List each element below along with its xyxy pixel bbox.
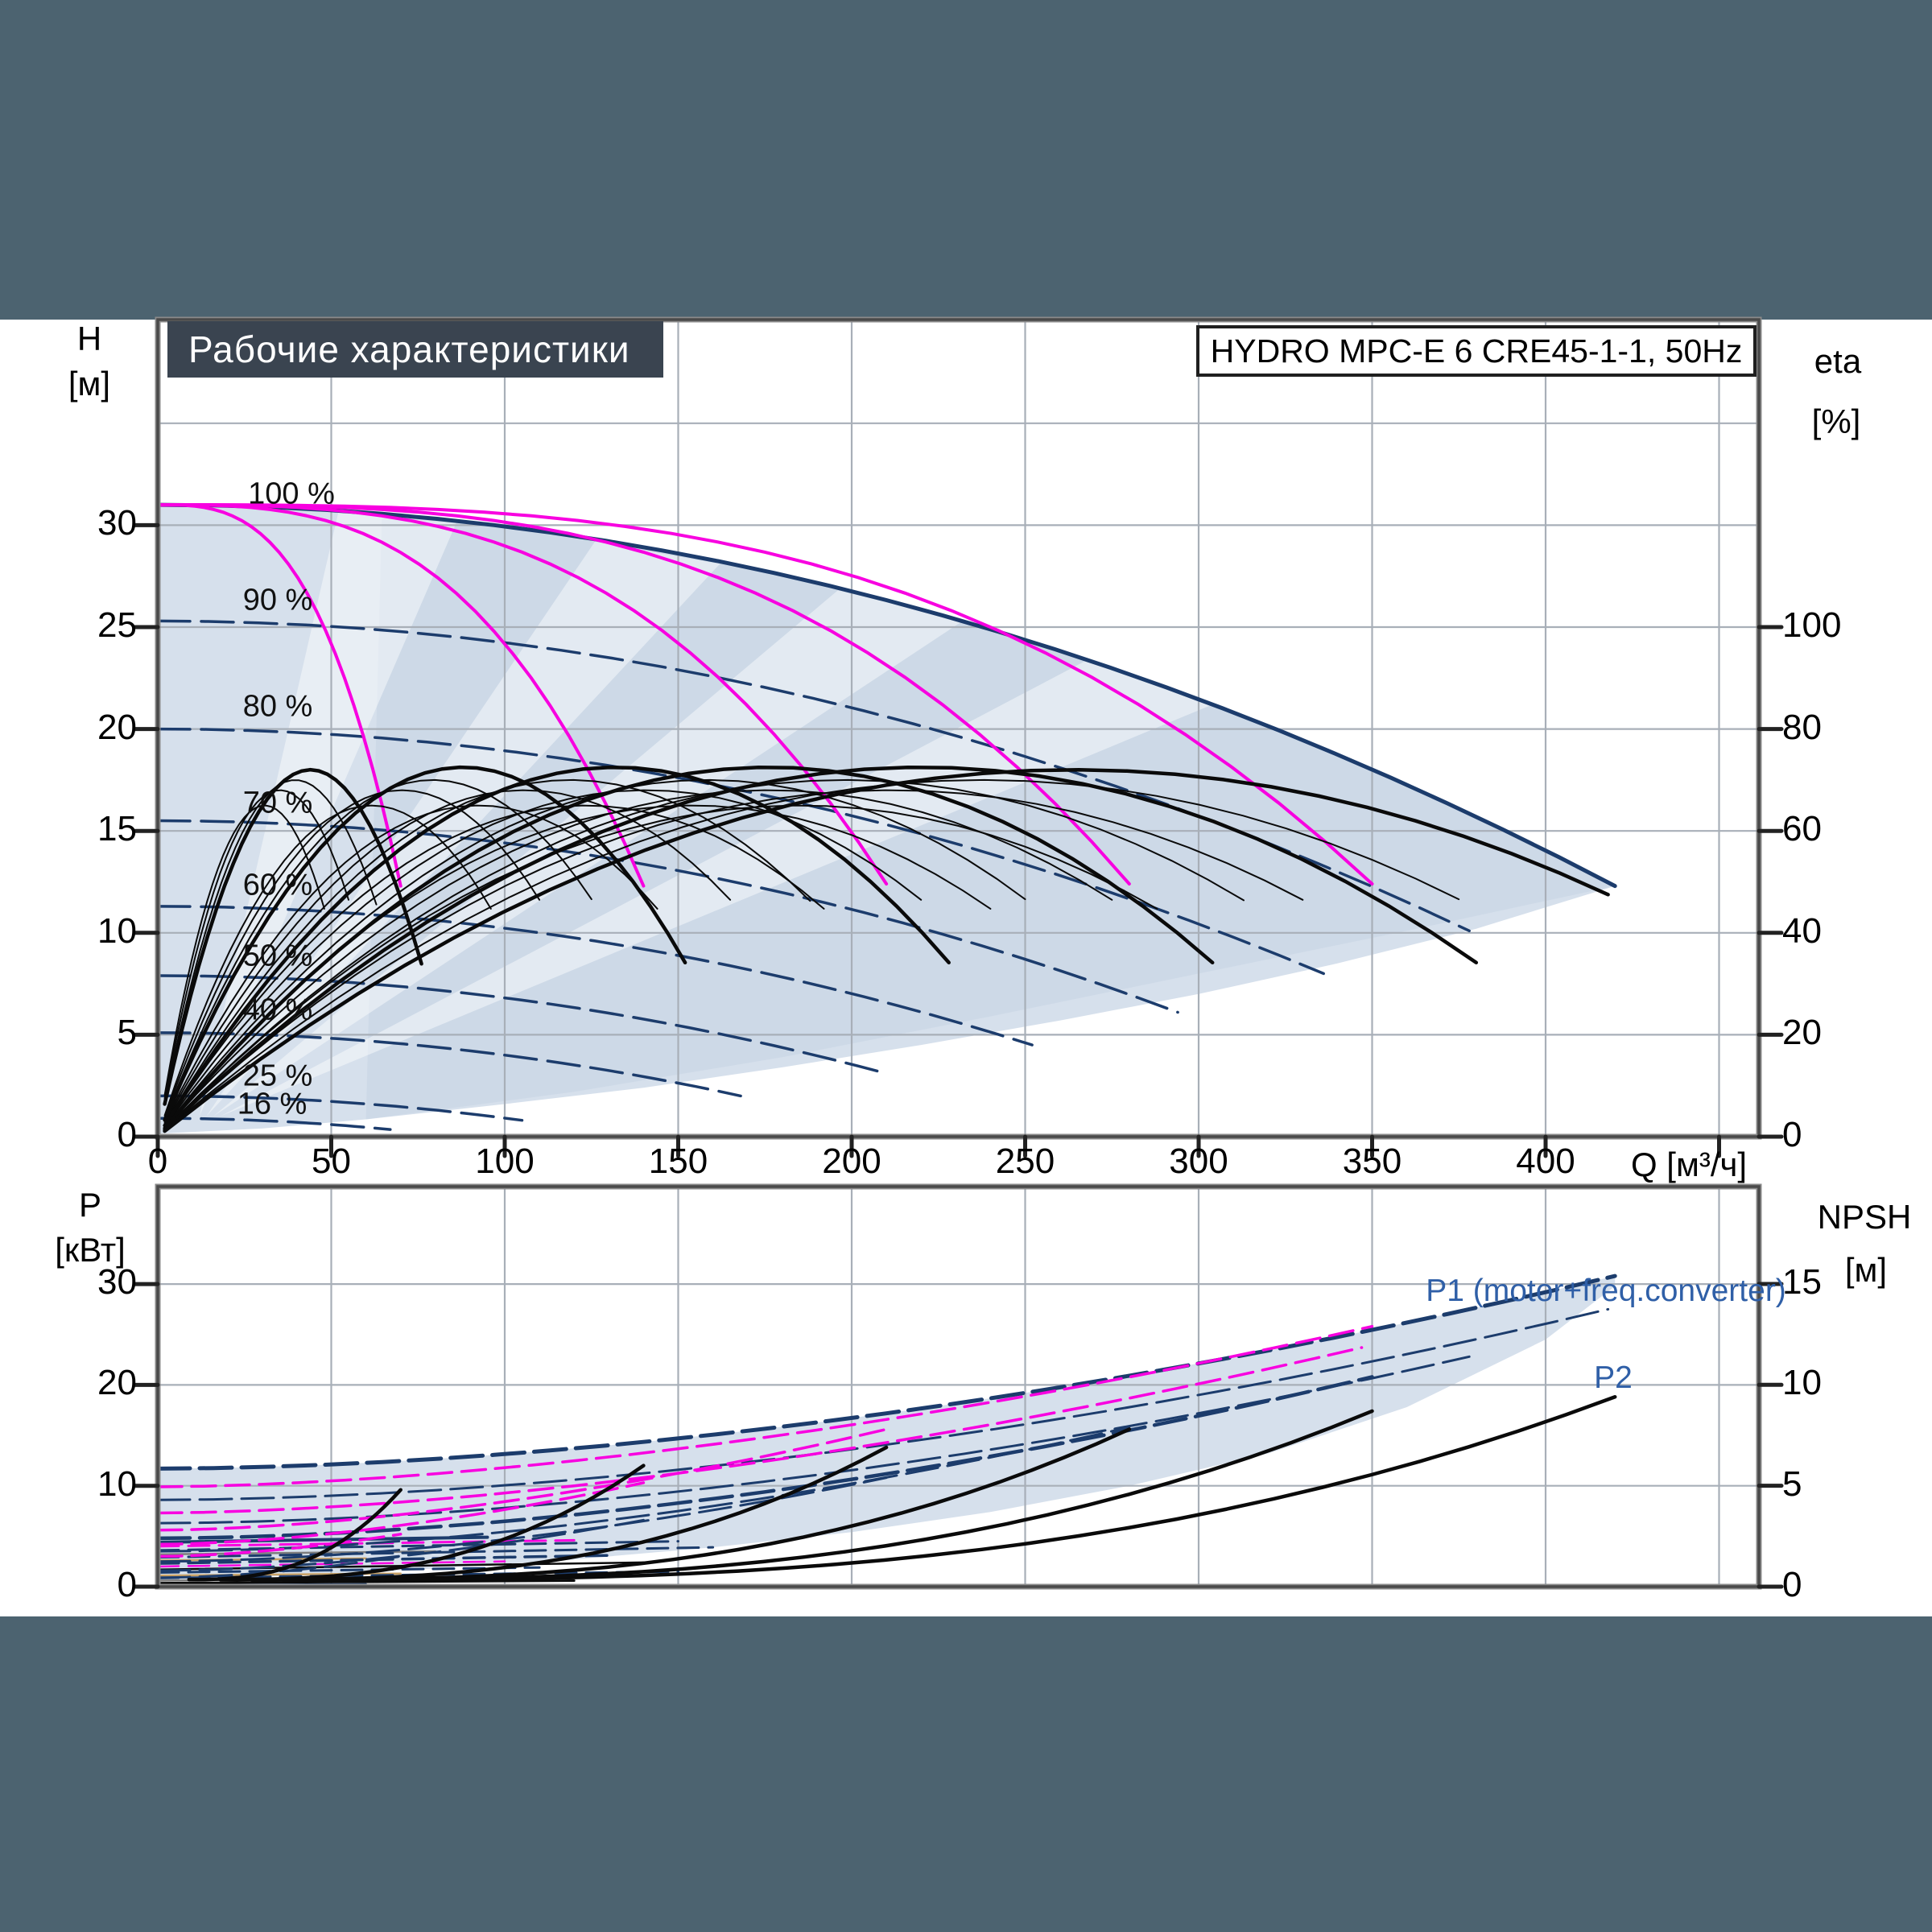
axis-tick-label: 10 — [97, 1463, 137, 1504]
p1-curve-label: P1 (motor+freq.converter) — [1426, 1274, 1786, 1308]
axis-tick-label: 0 — [117, 1115, 137, 1154]
axis-tick-label: 0 — [147, 1141, 168, 1181]
axis-tick-label: 25 — [97, 605, 137, 645]
h-axis-unit: [м] — [68, 365, 111, 402]
axis-tick-label: 20 — [97, 707, 137, 747]
axis-tick-label: 100 — [475, 1141, 535, 1181]
h-axis-label: H — [76, 320, 102, 357]
axis-tick-label: 15 — [1782, 1261, 1822, 1302]
axis-tick-label: 0 — [1782, 1565, 1802, 1604]
q-axis-label: Q [м³/ч] — [1630, 1146, 1748, 1183]
axis-tick-label: 30 — [97, 1262, 137, 1302]
p2-curve-label: P2 — [1594, 1360, 1633, 1395]
eta-axis-unit: [%] — [1811, 402, 1861, 440]
axis-tick-label: 80 — [1782, 707, 1822, 747]
speed-percent-label: 60 % — [242, 868, 313, 902]
axis-tick-label: 15 — [97, 809, 137, 849]
pump-model-title: HYDRO MPC-E 6 CRE45-1-1, 50Hz — [1196, 325, 1757, 377]
speed-percent-label: 50 % — [242, 939, 313, 973]
axis-tick-label: 200 — [822, 1141, 881, 1181]
axis-tick-label: 0 — [1782, 1115, 1802, 1154]
axis-tick-label: 150 — [648, 1141, 708, 1181]
axis-tick-label: 0 — [117, 1565, 137, 1604]
axis-tick-label: 100 — [1782, 605, 1842, 645]
axis-tick-label: 60 — [1782, 809, 1822, 849]
axis-tick-label: 50 — [312, 1141, 351, 1181]
eta-axis-label: eta — [1814, 342, 1862, 380]
axis-tick-label: 300 — [1169, 1141, 1228, 1181]
axis-tick-label: 30 — [97, 503, 137, 543]
page-title: Рабочие характеристики — [167, 321, 663, 378]
axis-tick-label: 10 — [1782, 1363, 1822, 1403]
axis-tick-label: 5 — [117, 1013, 137, 1053]
npsh-axis-label: NPSH — [1817, 1198, 1912, 1236]
speed-percent-label: 80 % — [242, 689, 313, 724]
p-axis-label: P — [78, 1186, 102, 1224]
speed-percent-label: 25 % — [242, 1059, 313, 1093]
speed-percent-label: 70 % — [242, 786, 313, 820]
npsh-axis-unit: [м] — [1844, 1251, 1888, 1289]
axis-tick-label: 40 — [1782, 910, 1822, 951]
p-axis-unit: [кВт] — [55, 1231, 126, 1269]
speed-percent-label: 90 % — [242, 583, 313, 617]
speed-percent-label: 40 % — [242, 993, 313, 1027]
axis-tick-label: 250 — [995, 1141, 1055, 1181]
axis-tick-label: 20 — [1782, 1013, 1822, 1053]
axis-tick-label: 20 — [97, 1363, 137, 1403]
speed-percent-label: 16 % — [237, 1087, 308, 1121]
axis-tick-label: 5 — [1782, 1463, 1802, 1504]
speed-percent-label: 100 % — [248, 477, 335, 511]
axis-tick-label: 10 — [97, 910, 137, 951]
axis-tick-label: 400 — [1516, 1141, 1575, 1181]
axis-tick-label: 350 — [1342, 1141, 1402, 1181]
